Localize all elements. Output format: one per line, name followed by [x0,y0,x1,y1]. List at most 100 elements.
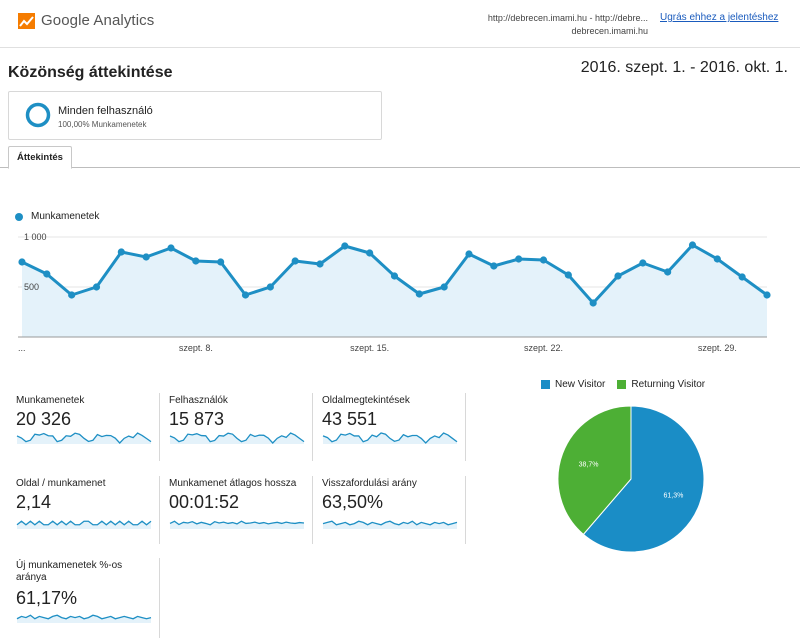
data-point[interactable] [440,283,448,291]
data-point[interactable] [341,242,349,250]
metric-card[interactable]: Munkamenetek 20 326 [16,395,164,461]
data-point[interactable] [639,259,647,267]
data-point[interactable] [688,241,697,249]
data-point[interactable] [92,283,101,291]
data-point[interactable] [316,260,324,268]
metric-card[interactable]: Visszafordulási arány 63,50% [322,478,470,544]
metric-value: 15 873 [169,409,225,429]
legend-dot-icon [15,212,23,221]
data-point[interactable] [192,257,200,265]
data-point[interactable] [167,244,175,252]
analytics-logo-icon [18,12,35,29]
data-point[interactable] [390,272,399,280]
metric-divider [465,393,466,461]
legend-label-returning: Returning Visitor [631,379,706,390]
property-selector[interactable]: http://debrecen.imami.hu - http://debre.… [488,12,648,38]
metric-label: Új munkamenetek %-os aránya [16,560,123,583]
chart-legend[interactable]: Munkamenetek [15,211,99,222]
metric-label: Munkamenetek [16,395,85,406]
metric-sparkline [16,432,152,444]
date-range[interactable]: 2016. szept. 1. - 2016. okt. 1. [580,59,788,76]
tab-divider [0,167,800,168]
tab-overview[interactable]: Áttekintés [8,146,72,169]
pie-slice[interactable] [557,405,632,536]
x-tick-label: szept. 22. [524,343,563,353]
y-tick-label: 1 000 [24,232,47,242]
property-line2: debrecen.imami.hu [571,26,648,36]
metric-divider [159,393,160,461]
data-point[interactable] [68,291,76,299]
pie-slice-label: 38,7% [579,461,599,468]
metric-card[interactable]: Új munkamenetek %-os aránya 61,17% [16,560,164,638]
data-point[interactable] [465,250,473,258]
legend-swatch-returning [617,380,627,389]
metric-sparkline [322,432,458,444]
data-point[interactable] [664,268,672,276]
segment-subtitle: 100,00% Munkamenetek [58,120,147,129]
data-point[interactable] [614,272,622,280]
data-point[interactable] [217,258,225,266]
x-tick-label: szept. 29. [698,343,737,353]
metric-label: Oldalmegtekintések [322,395,410,406]
ga-logo[interactable]: Google Analytics [18,12,154,29]
data-point[interactable] [415,290,423,298]
metric-sparkline [169,520,305,529]
data-point[interactable] [266,283,274,291]
metric-value: 43 551 [322,409,378,429]
pie-slice-label: 61,3% [664,493,684,500]
data-point[interactable] [18,258,26,266]
data-point[interactable] [241,291,250,299]
data-point[interactable] [366,249,374,257]
x-tick-label: szept. 15. [350,343,389,353]
metric-card[interactable]: Felhasználók 15 873 [169,395,317,461]
data-point[interactable] [539,256,548,264]
x-tick-label: szept. 8. [179,343,213,353]
top-bar: Google Analytics http://debrecen.imami.h… [0,0,800,48]
segment-card[interactable]: Minden felhasználó 100,00% Munkamenetek [8,91,382,140]
metric-label: Visszafordulási arány [322,478,417,489]
logo-text: Google Analytics [41,12,155,29]
data-point[interactable] [43,270,51,278]
series-area [22,245,767,337]
data-point[interactable] [738,273,746,281]
data-point[interactable] [490,262,498,270]
property-line1: http://debrecen.imami.hu - http://debre.… [487,13,648,23]
sessions-line-chart[interactable]: 1 000 500... szept. 8. szept. 15. szept. 22.… [0,226,800,358]
metric-card[interactable]: Oldal / munkamenet 2,14 [16,478,164,544]
metric-divider [465,476,466,544]
metric-sparkline [169,432,305,444]
metric-label: Felhasználók [169,395,228,406]
metric-sparkline [322,520,458,529]
metric-divider [159,558,160,638]
data-point[interactable] [589,299,597,307]
data-point[interactable] [564,271,572,279]
metric-value: 63,50% [322,492,384,512]
metric-card[interactable]: Oldalmegtekintések 43 551 [322,395,470,461]
segment-ring-icon [25,102,51,128]
metric-divider [312,393,313,461]
pie-slice[interactable] [582,405,705,553]
data-point[interactable] [291,257,299,265]
data-point[interactable] [515,255,523,263]
metric-label: Munkamenet átlagos hossza [169,478,297,489]
pie-legend: New Visitor Returning Visitor [541,379,705,390]
y-tick-label: 500 [24,282,39,292]
data-point[interactable] [142,253,150,261]
metric-value: 00:01:52 [169,492,240,512]
legend-label-sessions: Munkamenetek [31,211,100,222]
data-point[interactable] [713,255,721,263]
metric-value: 61,17% [16,588,78,608]
metric-value: 20 326 [16,409,72,429]
goto-report-link[interactable]: Ugrás ehhez a jelentéshez [660,12,779,23]
metric-sparkline [16,614,152,623]
legend-swatch-new [541,380,550,389]
data-point[interactable] [117,248,125,256]
metric-label: Oldal / munkamenet [16,478,106,489]
visitor-pie-chart[interactable]: 61,3% 38,7% [550,400,720,560]
data-point[interactable] [763,291,771,299]
metric-card[interactable]: Munkamenet átlagos hossza 00:01:52 [169,478,317,544]
x-tick-label: ... [18,343,26,353]
metric-divider [159,476,160,544]
metric-value: 2,14 [16,492,52,512]
legend-label-new: New Visitor [555,379,606,390]
